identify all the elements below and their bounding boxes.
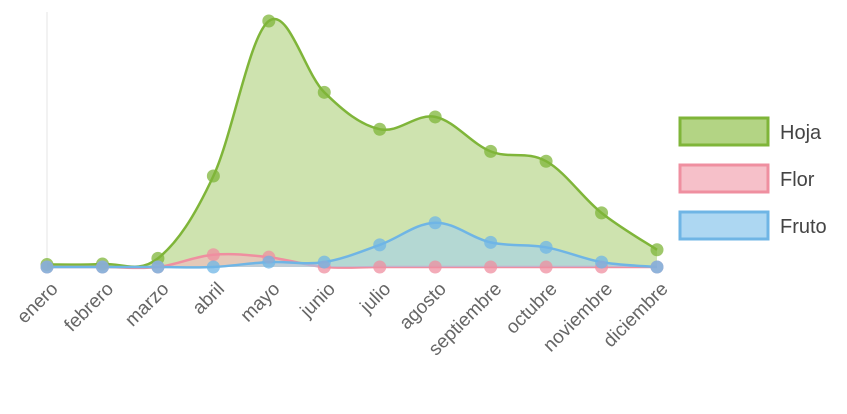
legend-label-flor: Flor — [780, 169, 815, 191]
point-fruto-marzo[interactable] — [151, 260, 165, 274]
point-flor-agosto[interactable] — [428, 260, 442, 274]
area-hoja — [47, 18, 657, 268]
legend-label-fruto: Fruto — [780, 216, 827, 238]
point-hoja-octubre[interactable] — [539, 154, 553, 168]
point-hoja-agosto[interactable] — [428, 110, 442, 124]
x-tick-agosto: agosto — [396, 279, 451, 334]
x-tick-marzo: marzo — [121, 279, 173, 331]
legend: Hoja Flor Fruto — [678, 116, 827, 241]
x-tick-enero: enero — [13, 279, 62, 328]
point-fruto-agosto[interactable] — [428, 216, 442, 230]
point-fruto-octubre[interactable] — [539, 240, 553, 254]
point-hoja-julio[interactable] — [373, 122, 387, 136]
point-fruto-julio[interactable] — [373, 238, 387, 252]
point-hoja-abril[interactable] — [206, 169, 220, 183]
point-flor-octubre[interactable] — [539, 260, 553, 274]
x-tick-febrero: febrero — [61, 279, 118, 336]
x-tick-julio: julio — [356, 279, 395, 318]
legend-label-hoja: Hoja — [780, 122, 822, 144]
point-fruto-abril[interactable] — [206, 260, 220, 274]
point-fruto-mayo[interactable] — [262, 255, 276, 269]
x-tick-abril: abril — [189, 279, 229, 319]
legend-swatch-flor[interactable] — [678, 163, 770, 194]
legend-swatch-fruto[interactable] — [678, 210, 770, 241]
point-fruto-enero[interactable] — [40, 260, 54, 274]
point-hoja-mayo[interactable] — [262, 14, 276, 28]
point-flor-septiembre[interactable] — [484, 260, 498, 274]
point-fruto-noviembre[interactable] — [595, 255, 609, 269]
point-hoja-diciembre[interactable] — [650, 243, 664, 257]
point-flor-julio[interactable] — [373, 260, 387, 274]
x-tick-mayo: mayo — [237, 279, 285, 327]
x-tick-junio: junio — [296, 279, 340, 323]
series-areas — [46, 17, 658, 270]
point-fruto-junio[interactable] — [317, 255, 331, 269]
point-hoja-septiembre[interactable] — [484, 144, 498, 158]
series-points — [40, 14, 664, 274]
point-hoja-noviembre[interactable] — [595, 206, 609, 220]
point-fruto-febrero[interactable] — [95, 260, 109, 274]
point-flor-abril[interactable] — [206, 248, 220, 262]
point-fruto-septiembre[interactable] — [484, 235, 498, 249]
point-fruto-diciembre[interactable] — [650, 260, 664, 274]
legend-swatch-hoja[interactable] — [678, 116, 770, 147]
area-fruto — [47, 222, 657, 268]
point-hoja-junio[interactable] — [317, 85, 331, 99]
